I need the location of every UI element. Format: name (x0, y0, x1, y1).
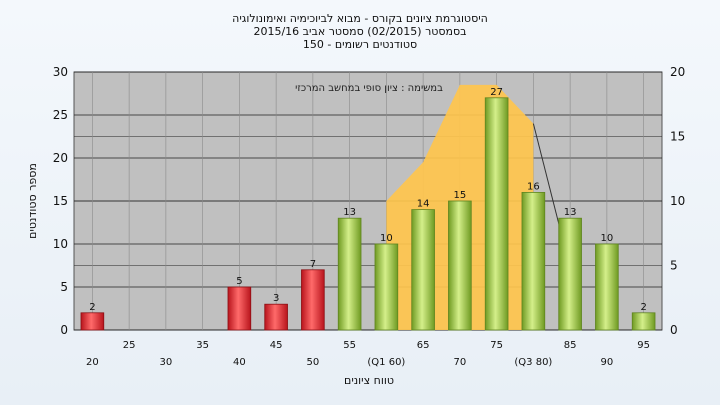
bar[interactable] (631, 312, 656, 331)
x-tick-label: 55 (343, 340, 356, 351)
x-tick-label: 95 (637, 340, 650, 351)
bar-value-label: 15 (454, 190, 467, 201)
bar[interactable] (337, 217, 362, 331)
bar-value-label: 5 (236, 276, 242, 287)
bar-value-label: 7 (310, 259, 316, 270)
bar[interactable] (521, 191, 546, 331)
x-tick-label: 35 (196, 340, 209, 351)
chart-annotation: במשימה : ציון סופי במחשב המרכזי (295, 83, 443, 94)
bar[interactable] (411, 209, 435, 331)
bar[interactable] (484, 97, 509, 331)
y2-tick-label: 10 (670, 194, 685, 208)
bar-value-label: 13 (564, 207, 577, 218)
semester-line: בסמסטר (02/2015) סמסטר אביב 2015/16 (253, 25, 467, 38)
bar-value-label: 3 (273, 293, 279, 304)
bar[interactable] (595, 243, 619, 331)
x-axis-label: טווח ציונים (344, 374, 394, 387)
bar-value-label: 2 (89, 302, 95, 313)
bar[interactable] (264, 303, 288, 331)
bar[interactable] (558, 217, 582, 331)
x-tick-label: (Q3 80) (514, 357, 552, 368)
bar[interactable] (301, 269, 325, 331)
x-tick-label: 65 (417, 340, 430, 351)
bar-value-label: 10 (601, 233, 614, 244)
y-tick-label: 5 (60, 280, 68, 294)
y-axis-label: מספר סטודנטים (26, 163, 39, 239)
registered-students-line: סטודנטים רשומים - 150 (302, 38, 418, 51)
bar[interactable] (374, 243, 399, 331)
y-tick-label: 25 (53, 108, 68, 122)
bar[interactable] (80, 312, 105, 331)
y2-tick-label: 15 (670, 130, 685, 144)
bar-value-label: 14 (417, 199, 430, 210)
y2-tick-label: 20 (670, 65, 685, 79)
bar-value-label: 10 (380, 233, 393, 244)
bar[interactable] (227, 286, 252, 331)
x-tick-label: 45 (270, 340, 283, 351)
y-tick-label: 10 (53, 237, 68, 251)
x-tick-label: 20 (86, 357, 99, 368)
bar-value-label: 16 (527, 181, 540, 192)
x-tick-label: 85 (564, 340, 577, 351)
x-tick-label: 75 (490, 340, 503, 351)
x-tick-label: 40 (233, 357, 246, 368)
x-tick-label: (Q1 60) (367, 357, 405, 368)
y-tick-label: 0 (60, 323, 68, 337)
bar-value-label: 27 (490, 87, 503, 98)
x-tick-label: 25 (123, 340, 136, 351)
bar-value-label: 2 (640, 302, 646, 313)
chart-title: היסטוגרמת ציונים בקורס - מבוא לביוכימיה … (232, 12, 488, 25)
y-tick-label: 15 (53, 194, 68, 208)
y-tick-label: 20 (53, 151, 68, 165)
x-tick-label: 30 (160, 357, 173, 368)
x-tick-label: 50 (307, 357, 320, 368)
bar[interactable] (448, 200, 472, 331)
y-tick-label: 30 (53, 65, 68, 79)
y2-tick-label: 0 (670, 323, 678, 337)
x-tick-label: 70 (454, 357, 467, 368)
bar-value-label: 13 (343, 207, 356, 218)
y2-tick-label: 5 (670, 259, 678, 273)
x-tick-label: 90 (601, 357, 614, 368)
